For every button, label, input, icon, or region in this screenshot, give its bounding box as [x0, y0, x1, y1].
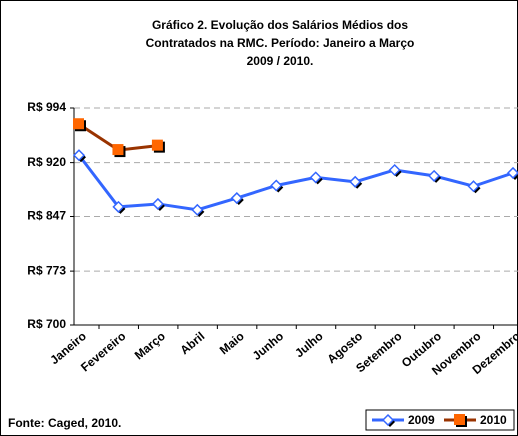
chart-title: 2009 / 2010.	[247, 54, 314, 68]
legend-marker	[381, 413, 395, 427]
legend-label: 2009	[408, 413, 435, 427]
legend-marker	[454, 414, 465, 425]
marker	[349, 175, 362, 188]
marker	[506, 166, 518, 180]
y-tick-label: R$ 994	[27, 100, 66, 114]
marker	[112, 200, 125, 213]
y-tick-label: R$ 773	[27, 263, 66, 277]
y-tick-label: R$ 920	[27, 155, 66, 169]
marker	[428, 169, 441, 182]
legend-box	[365, 409, 515, 431]
marker	[112, 144, 124, 156]
marker	[230, 191, 243, 205]
marker	[388, 163, 401, 177]
y-tick-label: R$ 700	[27, 317, 66, 331]
marker	[270, 179, 283, 192]
source: Fonte: Caged, 2010.	[8, 416, 121, 430]
legend-label: 2010	[480, 413, 507, 427]
y-tick-label: R$ 847	[27, 209, 66, 223]
marker	[73, 118, 84, 130]
chart-title: Gráfico 2. Evolução dos Salários Médios …	[152, 18, 408, 32]
marker	[309, 171, 322, 184]
marker	[191, 203, 204, 216]
chart-title: Contratados na RMC. Período: Janeiro a M…	[146, 36, 415, 50]
marker	[151, 139, 163, 151]
marker	[72, 149, 86, 162]
marker	[151, 197, 164, 211]
marker	[467, 180, 480, 193]
